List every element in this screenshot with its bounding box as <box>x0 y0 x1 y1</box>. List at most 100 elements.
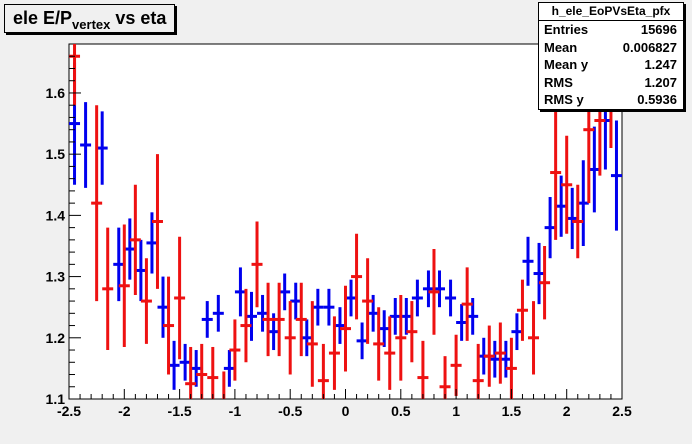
data-point <box>362 258 374 344</box>
data-point <box>494 322 506 384</box>
stats-value: 0.006827 <box>622 39 677 55</box>
x-tick-label: 1.5 <box>502 403 522 419</box>
x-tick-label: -1.5 <box>168 403 192 419</box>
data-point <box>406 301 418 363</box>
data-point <box>157 276 169 338</box>
data-point <box>550 105 562 240</box>
data-point <box>290 282 302 320</box>
data-point <box>389 298 401 335</box>
data-point <box>577 160 589 246</box>
data-point <box>168 340 180 390</box>
y-tick-label: 1.2 <box>46 330 66 346</box>
data-point <box>500 340 512 378</box>
data-point <box>345 279 357 317</box>
data-marks <box>69 44 622 399</box>
data-point <box>118 224 130 347</box>
series-0 <box>69 62 622 390</box>
data-point <box>456 304 468 341</box>
data-point <box>312 288 324 326</box>
data-point <box>395 294 407 381</box>
stats-title: h_ele_EoPVsEta_pfx <box>539 3 683 21</box>
data-point <box>384 316 396 390</box>
data-point <box>284 301 296 375</box>
data-point <box>373 307 385 381</box>
data-point <box>140 258 152 344</box>
stats-value: 0.5936 <box>637 92 677 108</box>
data-point <box>511 313 523 351</box>
x-axis: -2.5 -2 -1.5 -1 -0.5 0 0.5 1 1.5 2 2.5 <box>57 389 632 419</box>
data-point <box>533 242 545 305</box>
data-point <box>467 298 479 335</box>
data-point <box>80 102 92 188</box>
x-tick-label: -2.5 <box>57 403 81 419</box>
data-point <box>588 126 600 213</box>
stats-value: 1.247 <box>644 57 677 73</box>
data-point <box>257 294 269 332</box>
x-tick-label: 2 <box>563 403 571 419</box>
x-tick-label: 0.5 <box>391 403 411 419</box>
data-point <box>472 343 484 399</box>
stats-label: RMS <box>544 74 573 90</box>
data-point <box>135 239 147 302</box>
data-point <box>163 276 175 375</box>
data-point <box>439 356 451 399</box>
stats-row-entries: Entries 15696 <box>539 21 683 39</box>
y-tick-label: 1.6 <box>46 85 66 101</box>
data-point <box>113 227 125 302</box>
data-point <box>185 346 197 399</box>
data-point <box>417 340 429 399</box>
data-point <box>555 175 567 237</box>
stats-label: Mean <box>544 39 578 55</box>
stats-label: Mean y <box>544 57 589 73</box>
data-point <box>450 334 462 396</box>
y-tick-label: 1.5 <box>46 146 66 162</box>
data-point <box>124 218 136 280</box>
data-point <box>356 322 368 360</box>
data-point <box>411 279 423 317</box>
data-point <box>561 135 573 234</box>
x-tick-label: 2.5 <box>612 403 632 419</box>
data-point <box>306 301 318 387</box>
data-point <box>151 154 163 289</box>
data-point <box>351 233 363 320</box>
data-point <box>522 236 534 286</box>
stats-label: Entries <box>544 22 589 37</box>
stats-row-mean: Mean 0.006827 <box>539 39 683 57</box>
data-point <box>323 288 335 326</box>
data-point <box>96 111 108 185</box>
x-tick-label: -1 <box>229 403 242 419</box>
y-tick-label: 1.4 <box>46 207 66 223</box>
data-point <box>378 310 390 347</box>
data-point <box>129 184 141 295</box>
data-point <box>201 301 213 338</box>
data-point <box>461 267 473 341</box>
stats-row-mean-y: Mean y 1.247 <box>539 56 683 74</box>
data-point <box>273 282 285 357</box>
data-point <box>317 343 329 399</box>
data-point <box>610 120 622 231</box>
chart-title-main: ele E/P <box>13 8 73 28</box>
chart-title-subscript: vertex <box>72 17 111 32</box>
y-tick-label: 1.1 <box>46 391 66 407</box>
data-point <box>434 270 446 308</box>
x-tick-label: 0 <box>342 403 350 419</box>
data-point <box>340 285 351 372</box>
data-point <box>234 267 246 317</box>
stats-label: RMS y <box>544 92 584 108</box>
data-point <box>279 273 291 311</box>
data-point <box>251 221 263 308</box>
data-point <box>196 343 208 399</box>
stats-row-rms-y: RMS y 0.5936 <box>539 91 683 109</box>
data-point <box>400 298 412 335</box>
data-point <box>528 301 540 375</box>
data-point <box>240 288 252 363</box>
data-point <box>268 313 280 351</box>
x-tick-label: -2 <box>118 403 131 419</box>
stats-row-rms: RMS 1.207 <box>539 74 683 92</box>
data-point <box>328 316 340 390</box>
data-point <box>295 282 307 357</box>
data-point <box>428 249 440 335</box>
data-point <box>91 105 103 302</box>
data-point <box>334 307 346 344</box>
